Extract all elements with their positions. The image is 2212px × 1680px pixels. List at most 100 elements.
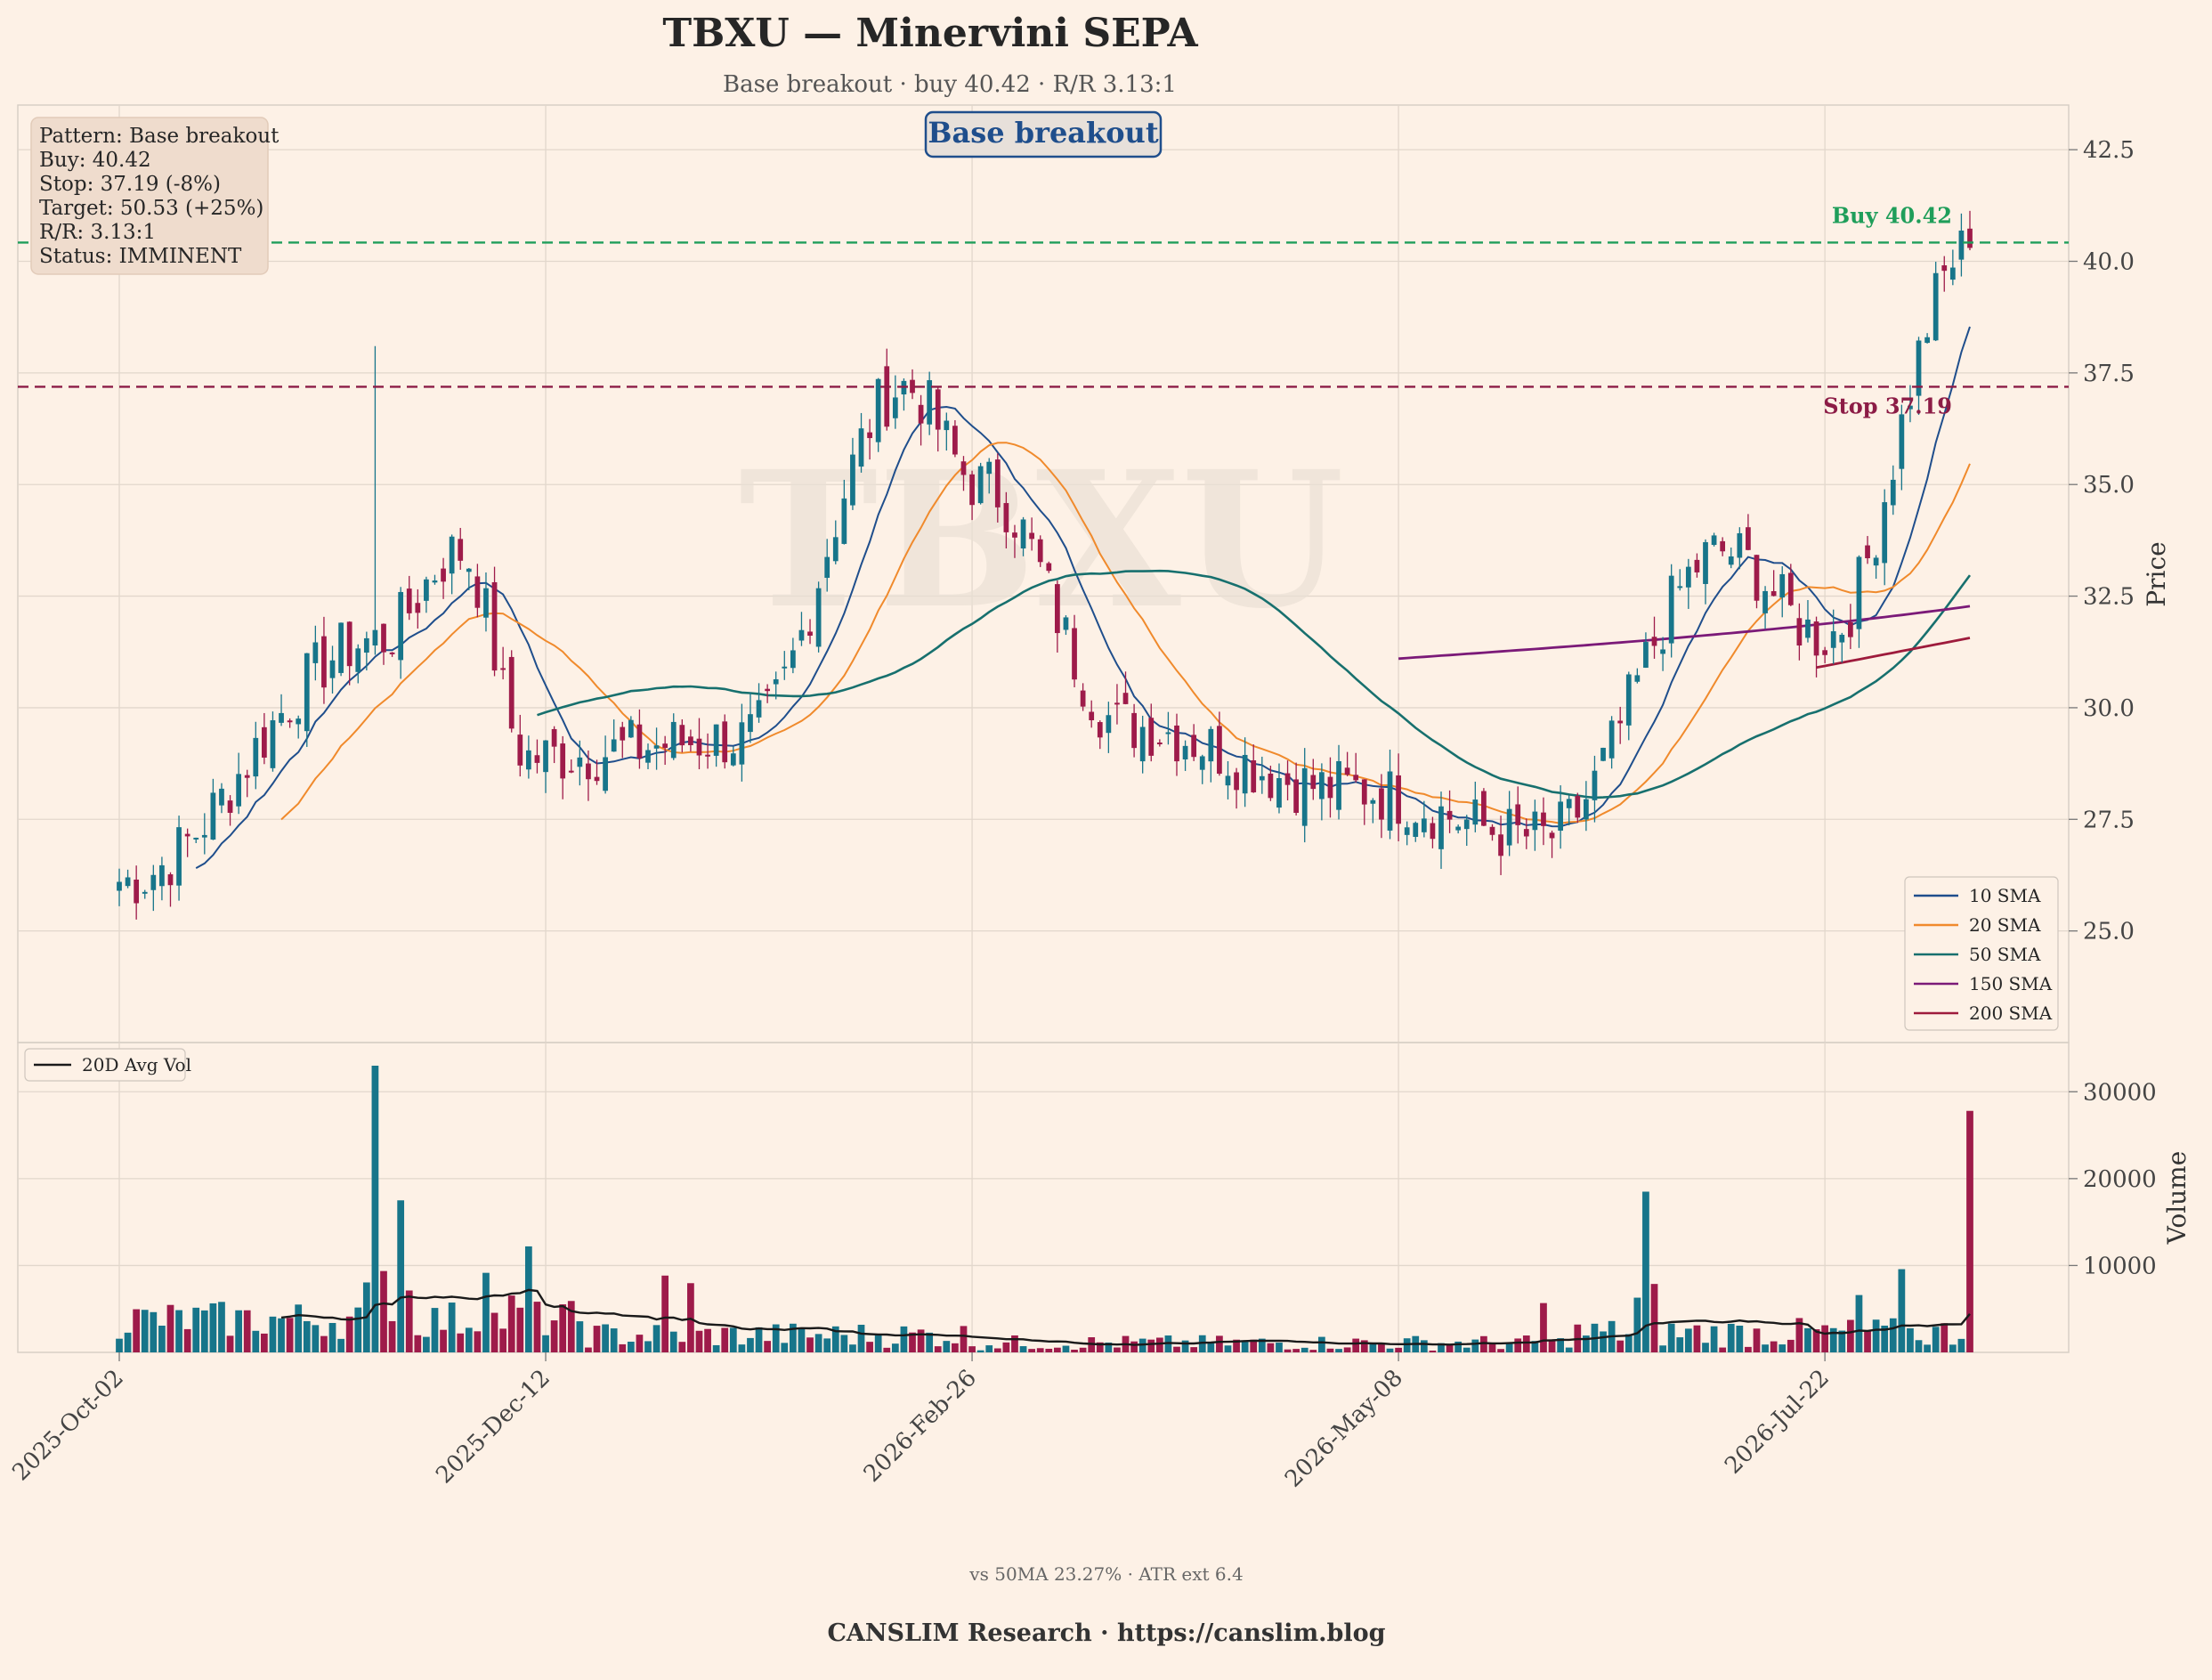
- candle-body: [1677, 586, 1683, 588]
- candle-body: [1592, 770, 1598, 800]
- candle-body: [722, 721, 728, 763]
- volume-bar: [1812, 1329, 1820, 1352]
- volume-bar: [900, 1326, 908, 1352]
- volume-bar: [1779, 1344, 1787, 1352]
- volume-bars: [116, 1066, 1973, 1352]
- volume-bar: [1147, 1339, 1155, 1352]
- volume-bar: [507, 1295, 515, 1352]
- candle-body: [1762, 590, 1768, 613]
- price-tick-label: 40.0: [2083, 249, 2135, 276]
- candle-body: [253, 737, 259, 777]
- candle-body: [1668, 575, 1674, 644]
- candle-body: [432, 580, 438, 583]
- volume-bar: [669, 1331, 677, 1352]
- candle-body: [346, 621, 352, 667]
- volume-bar: [636, 1335, 644, 1352]
- volume-bar: [1949, 1344, 1957, 1352]
- candle-body: [1174, 725, 1179, 762]
- pattern-badge-label: Base breakout: [928, 116, 1158, 150]
- candle-body: [892, 397, 898, 418]
- volume-bar: [1028, 1349, 1036, 1352]
- volume-bar: [1130, 1341, 1138, 1352]
- candle-body: [1822, 650, 1828, 655]
- candle-body: [1532, 811, 1538, 831]
- candle-body: [193, 837, 199, 840]
- volume-bar: [1907, 1327, 1914, 1352]
- candle-body: [1370, 799, 1376, 804]
- candle-body: [1284, 773, 1291, 785]
- price-axis-ticks: 25.0 27.5 30.0 32.5 35.0 37.5 40.0 42.5: [2069, 137, 2135, 946]
- candle-body: [304, 653, 310, 732]
- volume-bar: [499, 1328, 507, 1352]
- volume-bar: [303, 1320, 311, 1352]
- volume-bar: [1335, 1349, 1342, 1352]
- volume-axis-ticks: 10000 20000 30000: [2069, 1079, 2157, 1279]
- candle-body: [603, 757, 608, 791]
- candle-body: [568, 770, 574, 773]
- info-stop: Stop: 37.19 (-8%): [39, 173, 221, 196]
- price-tick-label: 25.0: [2083, 919, 2135, 946]
- candle-body: [1873, 557, 1879, 566]
- candle-body: [1054, 584, 1060, 634]
- candle-body: [1148, 718, 1155, 756]
- candle-body: [1379, 788, 1384, 820]
- volume-bar: [371, 1066, 379, 1352]
- volume-bar: [738, 1344, 746, 1352]
- candle-body: [1046, 563, 1052, 572]
- footer-metrics: vs 50MA 23.27% · ATR ext 6.4: [968, 1563, 1243, 1585]
- candle-body: [798, 629, 805, 641]
- candle-body: [1225, 775, 1231, 786]
- volume-bar: [1838, 1330, 1846, 1352]
- candle-body: [244, 775, 250, 778]
- candle-body: [458, 539, 464, 561]
- candle-body: [1063, 617, 1069, 630]
- volume-bar: [278, 1318, 285, 1352]
- price-axis-label: Price: [2142, 541, 2171, 606]
- volume-bar: [1787, 1339, 1795, 1352]
- candle-body: [1020, 519, 1026, 549]
- candle-body: [1131, 712, 1137, 749]
- legend-sma200: 200 SMA: [1969, 1002, 2053, 1024]
- sma-legend-frame: [1904, 876, 2059, 1031]
- sma-legend: 10 SMA 20 SMA 50 SMA 150 SMA 200 SMA: [1904, 876, 2059, 1031]
- volume-bar: [567, 1301, 575, 1352]
- volume-bar: [448, 1303, 456, 1352]
- legend-sma50: 50 SMA: [1969, 944, 2041, 965]
- pattern-badge-frame: [924, 110, 1163, 158]
- candle-body: [1353, 775, 1359, 781]
- candle-body: [1114, 702, 1120, 705]
- candle-body: [1711, 535, 1717, 546]
- volume-bar: [1292, 1349, 1300, 1352]
- volume-bar: [985, 1345, 993, 1352]
- chart-title: TBXU — Minervini SEPA: [662, 11, 1198, 56]
- candle-body: [1301, 767, 1308, 826]
- candle-body: [850, 454, 855, 506]
- candle-body: [1361, 779, 1367, 805]
- info-box-frame: [30, 117, 269, 275]
- volume-bar: [414, 1335, 422, 1352]
- candle-body: [543, 740, 548, 773]
- candle-body: [1754, 555, 1760, 601]
- volume-bar: [235, 1310, 243, 1352]
- volume-bar: [1745, 1346, 1752, 1352]
- candle-body: [210, 792, 216, 840]
- candle-body: [935, 389, 941, 430]
- candle-body: [986, 461, 993, 475]
- volume-bar: [1155, 1337, 1163, 1352]
- candle-body: [628, 719, 634, 738]
- volume-bar: [1019, 1346, 1027, 1352]
- volume-legend: 20D Avg Vol: [24, 1048, 191, 1082]
- candle-body: [1856, 556, 1862, 629]
- volume-bar: [1846, 1319, 1854, 1352]
- volume-bar: [1864, 1331, 1871, 1352]
- candle-body: [1481, 791, 1487, 826]
- volume-bar: [1693, 1325, 1701, 1352]
- candle-body: [142, 891, 148, 894]
- volume-bar: [772, 1324, 780, 1352]
- volume-bar: [823, 1338, 831, 1352]
- volume-bar: [1795, 1318, 1803, 1352]
- volume-bar: [849, 1344, 856, 1352]
- candle-body: [1720, 540, 1726, 552]
- price-tick-label: 35.0: [2083, 472, 2135, 499]
- volume-bar: [1276, 1343, 1283, 1352]
